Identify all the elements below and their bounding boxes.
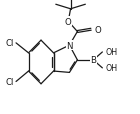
Text: Cl: Cl <box>6 39 14 48</box>
Text: OH: OH <box>105 48 117 57</box>
Text: O: O <box>65 18 72 27</box>
Text: O: O <box>94 26 101 34</box>
Text: Cl: Cl <box>6 77 14 86</box>
Text: B: B <box>90 56 96 65</box>
Text: N: N <box>66 41 73 50</box>
Text: OH: OH <box>105 64 117 73</box>
